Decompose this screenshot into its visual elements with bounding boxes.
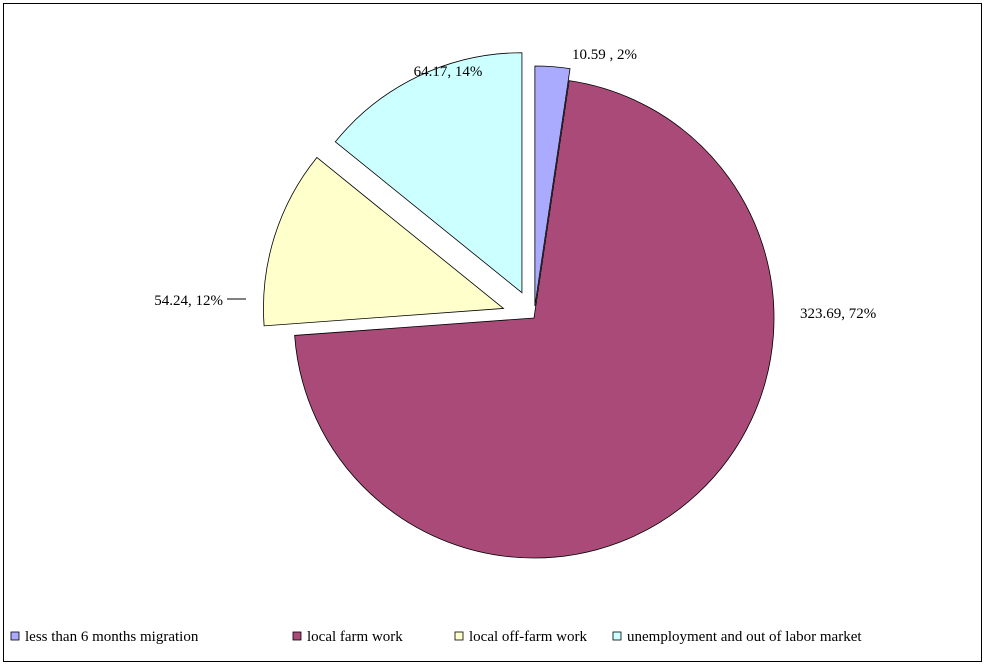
- legend-swatch: [10, 631, 20, 641]
- data-labels: 10.59 , 2% 323.69, 72% 54.24, 12% 64.17, 14…: [154, 47, 876, 322]
- legend-swatch: [612, 631, 622, 641]
- legend: less than 6 months migration local farm w…: [10, 629, 862, 645]
- data-label: 64.17, 14%: [414, 64, 483, 80]
- data-label: 10.59 , 2%: [572, 47, 637, 63]
- legend-label: local farm work: [307, 629, 403, 645]
- legend-label: local off-farm work: [469, 629, 588, 645]
- pie-slice-unemployment-and-out-of-labor-market: [334, 52, 523, 294]
- data-label: 323.69, 72%: [800, 306, 876, 322]
- legend-label: unemployment and out of labor market: [627, 629, 862, 645]
- pie-slice-local-off-farm-work: [263, 156, 505, 327]
- pie-slice-local-farm-work: [294, 80, 775, 559]
- legend-label: less than 6 months migration: [25, 629, 199, 645]
- legend-swatch: [292, 631, 302, 641]
- data-label: 54.24, 12%: [154, 293, 223, 309]
- legend-swatch: [454, 631, 464, 641]
- pie-slice-less-than-6-months-migration: [534, 65, 571, 307]
- pie-slices: [263, 52, 775, 559]
